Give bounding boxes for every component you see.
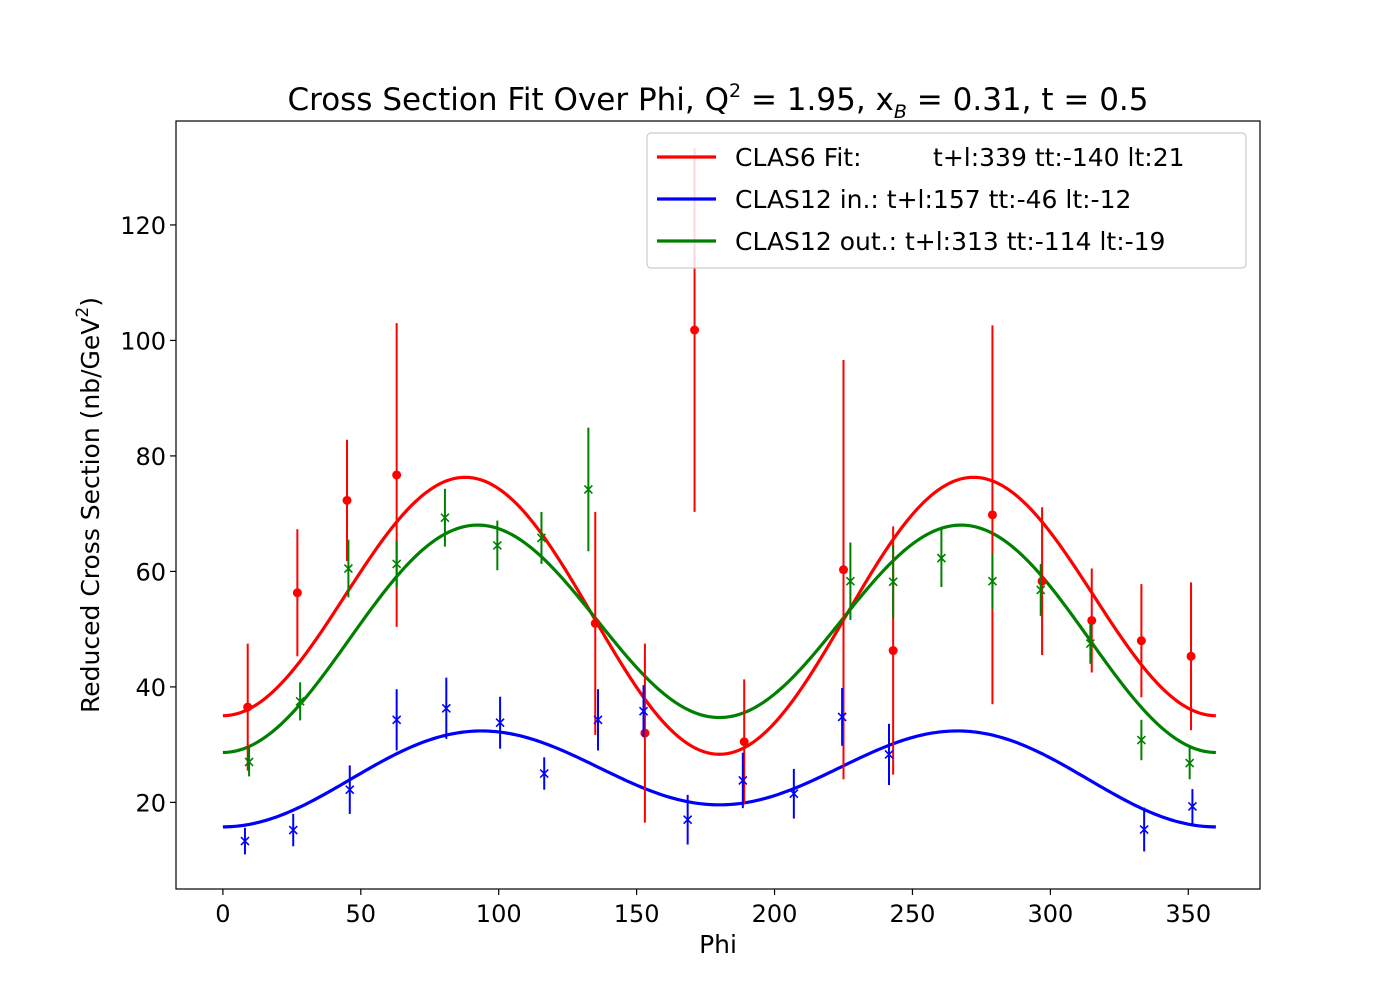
chart-title: Cross Section Fit Over Phi, Q2 = 1.95, x…	[287, 80, 1148, 123]
data-point	[1186, 651, 1196, 661]
data-point	[392, 559, 402, 569]
y-axis-ticks: 20 40 60 80 100 120	[120, 212, 176, 817]
y-tick-label: 40	[135, 674, 166, 702]
data-point	[739, 737, 749, 747]
legend-label-1: CLAS12 in.: t+l:157 tt:-46 lt:-12	[735, 185, 1131, 214]
data-point	[441, 703, 451, 713]
x-tick-label: 300	[1027, 900, 1073, 928]
y-tick-label: 80	[135, 443, 166, 471]
x-tick-label: 0	[215, 900, 230, 928]
data-point	[884, 749, 894, 760]
data-point	[343, 563, 353, 574]
data-point	[845, 576, 855, 586]
data-point	[583, 484, 593, 494]
data-point	[1187, 801, 1197, 811]
fit-curves	[222, 475, 1216, 829]
fit-curve-0	[222, 475, 1216, 756]
data-point	[495, 718, 505, 728]
data-point	[440, 513, 450, 523]
plot-area	[222, 148, 1216, 855]
legend-label-0: CLAS6 Fit: t+l:339 tt:-140 lt:21	[735, 143, 1185, 172]
fit-curve-2	[222, 523, 1216, 755]
data-point	[295, 696, 305, 706]
data-point	[345, 785, 355, 795]
data-point	[244, 757, 254, 767]
x-axis-ticks: 0 50 100 150 200 250 300 350	[215, 889, 1211, 928]
legend: CLAS6 Fit: t+l:339 tt:-140 lt:21 CLAS12 i…	[646, 132, 1247, 269]
y-axis-label: Reduced Cross Section (nb/GeV2)	[73, 297, 105, 713]
data-point	[936, 553, 946, 563]
x-tick-label: 200	[752, 900, 798, 928]
data-point	[738, 775, 748, 786]
data-point	[240, 836, 250, 846]
data-point	[888, 646, 898, 656]
data-point	[392, 715, 402, 725]
data-point	[1085, 639, 1095, 649]
data-point	[837, 712, 847, 722]
data-point	[539, 768, 549, 779]
x-tick-label: 100	[476, 900, 522, 928]
x-tick-label: 250	[890, 900, 936, 928]
x-tick-label: 50	[346, 900, 377, 928]
data-point	[292, 588, 302, 598]
data-point	[590, 618, 600, 628]
y-tick-label: 120	[120, 212, 166, 240]
data-point	[593, 715, 603, 725]
data-point	[987, 576, 998, 586]
data-point	[640, 728, 650, 738]
y-tick-label: 20	[135, 789, 166, 817]
series-2-points	[244, 427, 1195, 780]
data-point	[1037, 576, 1047, 586]
data-point	[789, 789, 799, 799]
data-point	[638, 706, 649, 716]
x-tick-label: 150	[614, 900, 660, 928]
data-point	[492, 540, 502, 550]
data-point	[288, 825, 298, 835]
data-point	[1136, 636, 1146, 646]
data-point	[1036, 585, 1046, 595]
data-points	[240, 148, 1197, 855]
legend-label-2: CLAS12 out.: t+l:313 tt:-114 lt:-19	[735, 227, 1165, 256]
data-point	[1185, 758, 1195, 768]
data-point	[888, 577, 898, 587]
data-point	[1136, 735, 1146, 745]
data-point	[1139, 824, 1149, 835]
legend-box	[646, 132, 1247, 269]
data-point	[243, 702, 253, 712]
x-axis-label: Phi	[699, 930, 737, 959]
data-point	[690, 325, 700, 335]
data-point	[392, 470, 402, 480]
fit-curve-1	[222, 729, 1216, 829]
data-point	[683, 815, 693, 825]
data-point	[342, 495, 352, 505]
series-1-points	[240, 677, 1197, 855]
data-point	[1087, 615, 1097, 625]
y-tick-label: 100	[120, 327, 166, 355]
data-point	[839, 565, 849, 575]
y-tick-label: 60	[135, 558, 166, 586]
data-point	[987, 510, 997, 520]
plot-frame	[175, 120, 1261, 890]
data-point	[536, 533, 547, 543]
x-tick-label: 350	[1165, 900, 1211, 928]
